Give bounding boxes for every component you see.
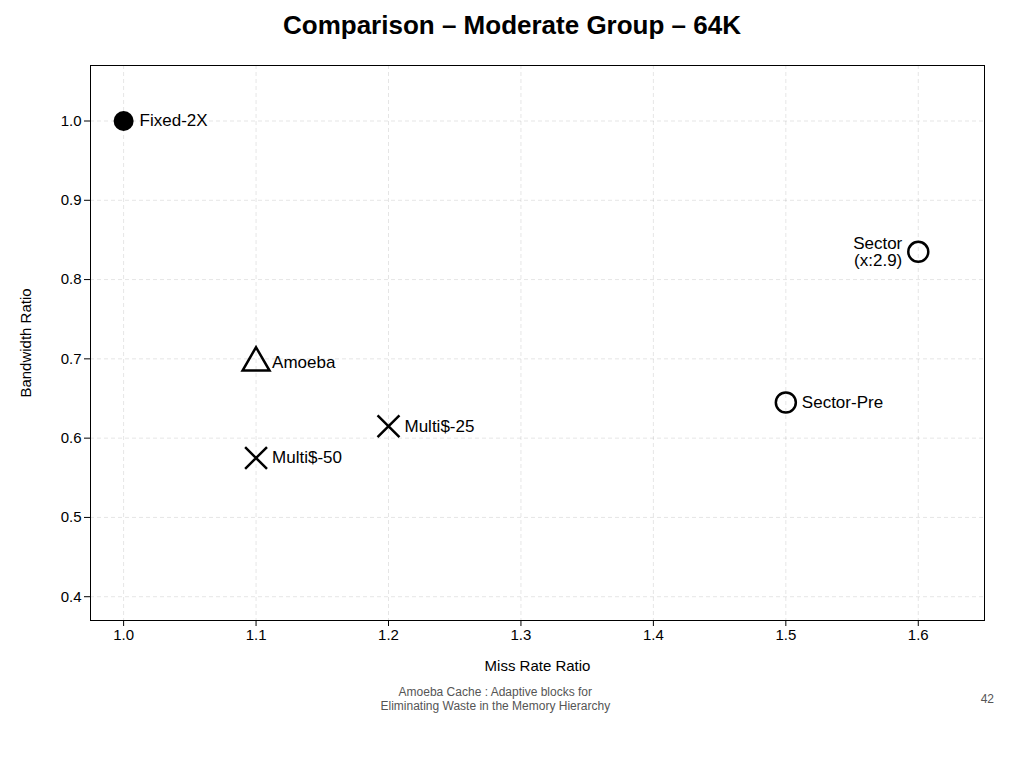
svg-text:1.5: 1.5 xyxy=(775,626,796,643)
html-text:42: 42 xyxy=(980,692,994,706)
svg-text:Fixed-2X: Fixed-2X xyxy=(140,111,208,130)
svg-text:1.0: 1.0 xyxy=(113,626,134,643)
svg-text:1.1: 1.1 xyxy=(246,626,267,643)
svg-text:1.3: 1.3 xyxy=(511,626,532,643)
svg-text:Miss Rate Ratio: Miss Rate Ratio xyxy=(485,657,591,674)
svg-text:Sector(x:2.9): Sector(x:2.9) xyxy=(853,234,902,270)
svg-text:0.9: 0.9 xyxy=(61,191,82,208)
html-text:Amoeba Cache : Adaptive blocks: Amoeba Cache : Adaptive blocks for Elimi… xyxy=(380,685,611,713)
svg-text:Bandwidth Ratio: Bandwidth Ratio xyxy=(17,288,34,397)
svg-text:Amoeba: Amoeba xyxy=(272,353,336,372)
svg-text:Sector-Pre: Sector-Pre xyxy=(802,393,883,412)
svg-text:0.5: 0.5 xyxy=(61,508,82,525)
svg-text:1.4: 1.4 xyxy=(643,626,664,643)
svg-text:1.0: 1.0 xyxy=(61,112,82,129)
svg-text:Multi$-25: Multi$-25 xyxy=(405,417,475,436)
svg-text:1.2: 1.2 xyxy=(378,626,399,643)
svg-text:0.4: 0.4 xyxy=(61,588,82,605)
svg-text:1.6: 1.6 xyxy=(908,626,929,643)
html-text:Comparison – Moderate Group –: Comparison – Moderate Group – 64K xyxy=(283,10,741,40)
svg-text:0.6: 0.6 xyxy=(61,429,82,446)
svg-text:0.7: 0.7 xyxy=(61,350,82,367)
svg-text:0.8: 0.8 xyxy=(61,270,82,287)
svg-text:Multi$-50: Multi$-50 xyxy=(272,448,342,467)
